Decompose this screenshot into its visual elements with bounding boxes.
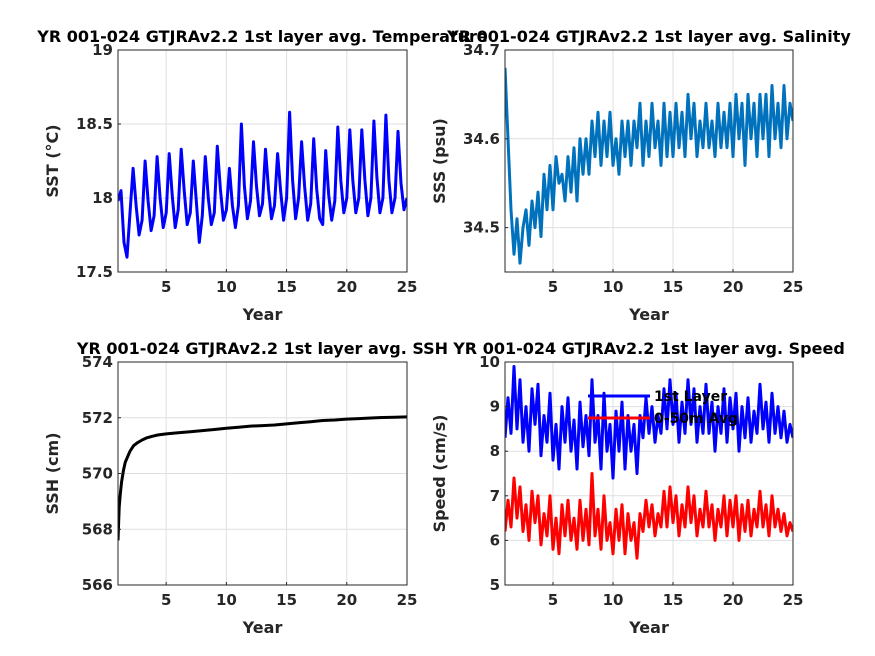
y-tick-label: 5 <box>490 576 500 594</box>
axes-frame <box>504 49 794 273</box>
chart-title: YR 001-024 GTJRAv2.2 1st layer avg. Spee… <box>452 339 845 358</box>
y-tick-label: 18 <box>92 189 113 207</box>
x-tick-label: 25 <box>783 278 804 296</box>
x-tick-label: 20 <box>723 591 744 609</box>
x-axis-label: Year <box>242 618 283 637</box>
y-tick-label: 6 <box>490 531 500 549</box>
plot-area <box>505 50 793 272</box>
x-tick-label: 15 <box>276 591 297 609</box>
y-tick-label: 10 <box>479 353 500 371</box>
y-axis-label: SST (°C) <box>43 124 62 197</box>
axes-frame <box>117 49 408 273</box>
x-tick-label: 25 <box>783 591 804 609</box>
y-tick-label: 570 <box>82 465 113 483</box>
series-line-1 <box>505 67 793 265</box>
x-tick-label: 10 <box>603 591 624 609</box>
y-axis-label: SSH (cm) <box>43 432 62 514</box>
chart-panel-1: 5 10 15 20 25 17.5 18 18.5 19 Year SST (°C) YR 001-… <box>36 27 488 324</box>
x-tick-label: 15 <box>276 278 297 296</box>
y-tick-label: 34.6 <box>463 130 500 148</box>
x-tick-label: 25 <box>397 591 418 609</box>
y-tick-label: 572 <box>82 409 113 427</box>
x-tick-label: 10 <box>603 278 624 296</box>
chart-title: YR 001-024 GTJRAv2.2 1st layer avg. SSH <box>76 339 448 358</box>
y-tick-label: 9 <box>490 398 500 416</box>
x-axis-label: Year <box>628 305 669 324</box>
y-axis-label: Speed (cm/s) <box>430 415 449 533</box>
x-tick-label: 25 <box>397 278 418 296</box>
y-tick-label: 34.5 <box>463 219 500 237</box>
y-axis-label: SSS (psu) <box>430 118 449 204</box>
y-tick-label: 574 <box>82 353 113 371</box>
chart-panel-2: 5 10 15 20 25 34.5 34.6 34.7 Year SSS (psu) YR 001… <box>430 27 851 324</box>
x-tick-label: 20 <box>336 278 357 296</box>
x-axis-label: Year <box>628 618 669 637</box>
x-tick-label: 20 <box>336 591 357 609</box>
x-tick-label: 10 <box>216 278 237 296</box>
legend-label-2: 0-50m Avg <box>654 411 738 427</box>
y-tick-label: 566 <box>82 576 113 594</box>
y-tick-label: 7 <box>490 487 500 505</box>
series-line-1 <box>505 365 793 480</box>
x-tick-label: 5 <box>548 278 558 296</box>
y-tick-label: 8 <box>490 442 500 460</box>
x-tick-label: 15 <box>663 278 684 296</box>
axes-frame <box>504 361 794 586</box>
series-line-2 <box>505 472 793 560</box>
x-tick-label: 5 <box>161 278 171 296</box>
y-tick-label: 19 <box>92 41 113 59</box>
series-line-1 <box>118 415 407 541</box>
x-tick-label: 10 <box>216 591 237 609</box>
x-tick-label: 20 <box>723 278 744 296</box>
series-line-1 <box>118 110 407 259</box>
y-tick-label: 568 <box>82 520 113 538</box>
x-tick-label: 15 <box>663 591 684 609</box>
x-axis-label: Year <box>242 305 283 324</box>
chart-title: YR 001-024 GTJRAv2.2 1st layer avg. Temp… <box>36 27 488 46</box>
y-tick-label: 18.5 <box>76 115 113 133</box>
chart-title: YR 001-024 GTJRAv2.2 1st layer avg. Sali… <box>446 27 851 46</box>
y-tick-label: 34.7 <box>463 41 500 59</box>
x-tick-label: 5 <box>548 591 558 609</box>
legend-label-1: 1st Layer <box>654 389 727 405</box>
y-tick-label: 17.5 <box>76 263 113 281</box>
chart-panel-3: 5 10 15 20 25 566 568 570 572 574 Year SSH (cm) YR 0… <box>43 339 448 637</box>
x-tick-label: 5 <box>161 591 171 609</box>
legend: 1st Layer 0-50m Avg <box>588 389 738 427</box>
